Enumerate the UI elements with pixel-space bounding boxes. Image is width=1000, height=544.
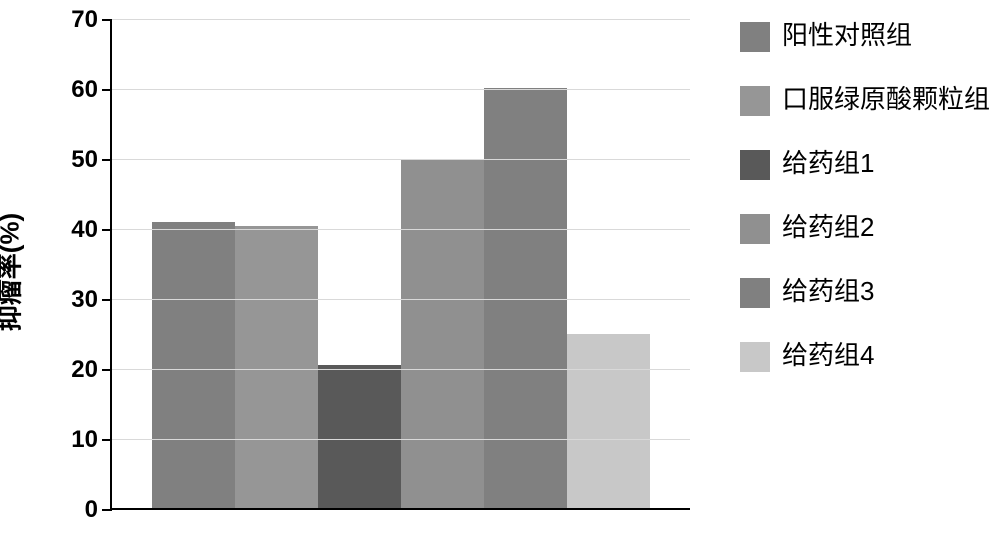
y-tick [102,89,112,91]
y-tick-label: 20 [71,356,98,384]
y-tick [102,369,112,371]
legend-label: 给药组3 [782,276,874,307]
legend-swatch [740,86,770,116]
legend-item: 阳性对照组 [740,20,990,52]
gridline [112,229,690,230]
gridline [112,159,690,160]
y-tick-label: 60 [71,76,98,104]
legend-item: 给药组2 [740,212,990,244]
y-tick [102,299,112,301]
bar [152,222,235,508]
legend-item: 给药组3 [740,276,990,308]
legend-swatch [740,278,770,308]
gridline [112,439,690,440]
legend-swatch [740,342,770,372]
y-tick [102,159,112,161]
gridline [112,89,690,90]
chart-area: 抑瘤率(%) 010203040506070 [0,0,720,544]
legend-label: 阳性对照组 [782,20,912,51]
bars-container [112,20,690,508]
bar [235,226,318,508]
y-tick-label: 30 [71,286,98,314]
legend-swatch [740,22,770,52]
legend-swatch [740,150,770,180]
legend-label: 给药组2 [782,212,874,243]
plot-area: 010203040506070 [110,20,690,510]
bar [567,334,650,508]
legend-item: 口服绿原酸颗粒组 [740,84,990,116]
y-tick [102,19,112,21]
gridline [112,369,690,370]
legend-item: 给药组4 [740,340,990,372]
legend-label: 给药组4 [782,340,874,371]
legend-label: 给药组1 [782,148,874,179]
y-axis-label: 抑瘤率(%) [0,213,27,331]
y-tick-label: 50 [71,146,98,174]
y-tick-label: 0 [85,496,98,524]
y-tick-label: 10 [71,426,98,454]
legend-swatch [740,214,770,244]
bar [318,365,401,508]
bar [401,159,484,508]
y-tick [102,509,112,511]
chart-figure: 抑瘤率(%) 010203040506070 阳性对照组口服绿原酸颗粒组给药组1… [0,0,1000,544]
y-tick-label: 40 [71,216,98,244]
gridline [112,299,690,300]
gridline [112,19,690,20]
y-tick-label: 70 [71,6,98,34]
y-tick [102,439,112,441]
legend: 阳性对照组口服绿原酸颗粒组给药组1 给药组2 给药组3 给药组4 [720,0,1000,544]
y-tick [102,229,112,231]
legend-item: 给药组1 [740,148,990,180]
legend-label: 口服绿原酸颗粒组 [782,84,990,115]
